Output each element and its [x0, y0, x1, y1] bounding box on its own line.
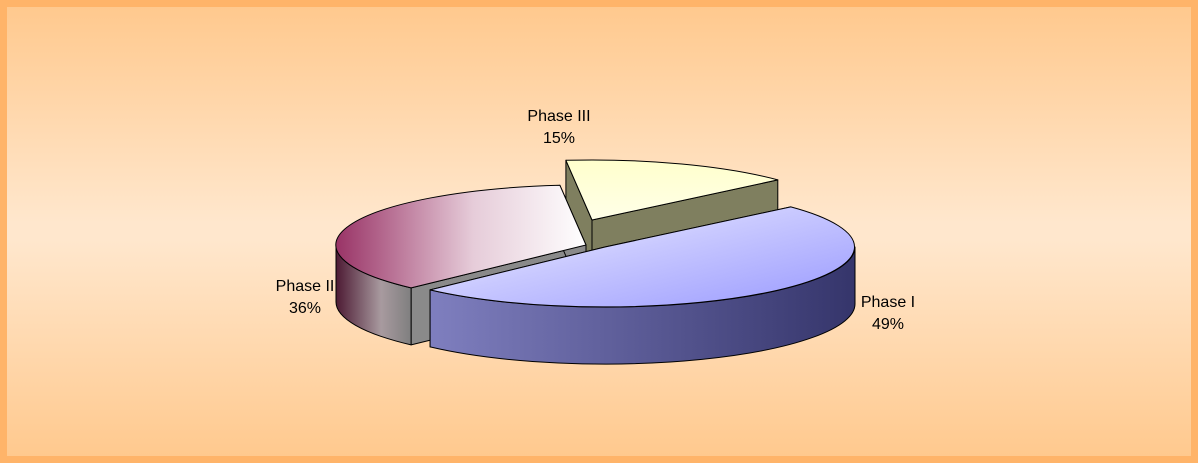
slice-phase-i-top — [429, 206, 856, 308]
label-phase-iii: Phase III 15% — [499, 106, 619, 150]
label-phase-iii-value: 15% — [542, 130, 576, 147]
label-phase-ii-value: 36% — [288, 300, 322, 317]
label-phase-iii-name: Phase III — [527, 108, 591, 125]
label-phase-i: Phase I 49% — [842, 292, 934, 336]
slice-phase-iii-top — [565, 159, 779, 221]
label-phase-i-value: 49% — [871, 316, 905, 333]
label-phase-i-name: Phase I — [860, 294, 916, 311]
pie-chart — [335, 159, 856, 365]
chart-panel: Phase III 15% Phase II 36% Phase I 49% — [7, 7, 1191, 456]
label-phase-ii: Phase II 36% — [260, 276, 350, 320]
slice-phase-i — [429, 206, 856, 365]
slice-phase-ii-top — [335, 184, 587, 289]
label-phase-ii-name: Phase II — [275, 278, 335, 295]
